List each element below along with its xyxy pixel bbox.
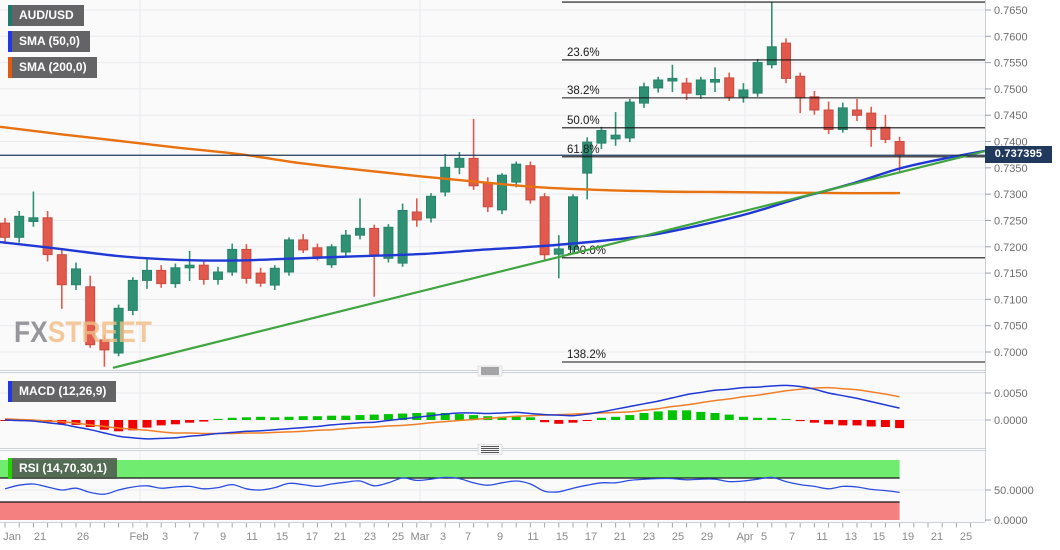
- symbol-label: AUD/USD: [19, 8, 74, 22]
- macd-pane-resize-handle[interactable]: [477, 365, 503, 377]
- rsi-label: RSI (14,70,30,1): [19, 461, 108, 475]
- macd-line: [4, 384, 900, 440]
- price-axis[interactable]: 0.7650 0.7600 0.7550 0.7500 0.7450 0.7400 0.73…: [985, 5, 1028, 359]
- svg-text:21: 21: [614, 531, 626, 543]
- svg-text:50.0000: 50.0000: [994, 485, 1034, 497]
- svg-text:11: 11: [527, 531, 538, 543]
- rsi-line: [4, 476, 900, 495]
- rsi-oversold-band: [0, 502, 900, 520]
- svg-text:3: 3: [440, 531, 446, 543]
- svg-text:17: 17: [585, 531, 597, 543]
- macd-signal-line: [4, 386, 900, 435]
- svg-text:11: 11: [816, 531, 827, 543]
- svg-text:0.7300: 0.7300: [994, 189, 1028, 201]
- svg-text:0.7550: 0.7550: [994, 58, 1028, 70]
- svg-text:38.2%: 38.2%: [567, 85, 600, 97]
- trendline[interactable]: [112, 148, 991, 369]
- sma200-label: SMA (200,0): [19, 60, 87, 74]
- sma50-accent-bar: [8, 31, 12, 52]
- rsi-indicator-chip[interactable]: RSI (14,70,30,1): [8, 458, 118, 479]
- svg-text:61.8%: 61.8%: [567, 144, 600, 156]
- svg-text:7: 7: [789, 531, 795, 543]
- svg-text:Feb: Feb: [130, 531, 149, 543]
- svg-text:23: 23: [364, 531, 376, 543]
- svg-text:0.7350: 0.7350: [994, 163, 1028, 175]
- legend-sma50-chip[interactable]: SMA (50,0): [8, 31, 90, 52]
- legend-symbol-chip[interactable]: AUD/USD: [8, 5, 84, 26]
- svg-text:7: 7: [465, 531, 471, 543]
- svg-text:21: 21: [931, 531, 943, 543]
- macd-axis[interactable]: 0.0050 0.0000: [985, 388, 1028, 427]
- macd-label: MACD (12,26,9): [19, 384, 107, 398]
- svg-text:Mar: Mar: [411, 531, 430, 543]
- svg-text:Apr: Apr: [736, 531, 753, 543]
- svg-text:0.0000: 0.0000: [994, 515, 1028, 527]
- svg-text:0.7150: 0.7150: [994, 268, 1028, 280]
- svg-text:19: 19: [902, 531, 914, 543]
- svg-text:15: 15: [873, 531, 885, 543]
- rsi-overbought-band: [0, 460, 900, 478]
- svg-text:13: 13: [845, 531, 857, 543]
- macd-accent-bar: [8, 381, 12, 402]
- svg-text:9: 9: [497, 531, 503, 543]
- legend-sma200-chip[interactable]: SMA (200,0): [8, 57, 97, 78]
- svg-text:0.7200: 0.7200: [994, 242, 1028, 254]
- svg-text:0.7000: 0.7000: [994, 347, 1028, 359]
- svg-text:Jan: Jan: [3, 531, 21, 543]
- svg-text:0.7050: 0.7050: [994, 321, 1028, 333]
- sma200-accent-bar: [8, 57, 12, 78]
- svg-text:0.7400: 0.7400: [994, 137, 1028, 149]
- watermark-fx: FX: [14, 316, 48, 349]
- svg-text:11: 11: [246, 531, 257, 543]
- rsi-accent-bar: [8, 458, 12, 479]
- svg-text:0.7600: 0.7600: [994, 31, 1028, 43]
- macd-pane-background: [0, 373, 985, 448]
- fxstreet-watermark: FXSTREET: [14, 317, 152, 349]
- rsi-axis[interactable]: 50.0000 0.0000: [985, 485, 1034, 527]
- sma-200-line: [0, 125, 901, 195]
- svg-text:5: 5: [761, 531, 767, 543]
- svg-text:7: 7: [193, 531, 199, 543]
- svg-text:0.7100: 0.7100: [994, 294, 1028, 306]
- svg-text:9: 9: [220, 531, 226, 543]
- svg-text:29: 29: [701, 531, 713, 543]
- svg-text:21: 21: [34, 531, 46, 543]
- svg-text:25: 25: [960, 531, 972, 543]
- svg-text:25: 25: [392, 531, 404, 543]
- svg-text:21: 21: [334, 531, 346, 543]
- time-axis[interactable]: Jan 21 26 Feb 3 7 9 11 15 17 21 23 25 Mar 3 7 9 11 15 17 21 2…: [3, 523, 972, 543]
- svg-text:3: 3: [162, 531, 168, 543]
- svg-text:0.0050: 0.0050: [994, 388, 1028, 400]
- svg-text:15: 15: [556, 531, 568, 543]
- svg-text:138.2%: 138.2%: [567, 349, 606, 361]
- watermark-street: STREET: [47, 316, 152, 349]
- sma50-label: SMA (50,0): [19, 34, 80, 48]
- svg-text:23: 23: [643, 531, 655, 543]
- macd-indicator-chip[interactable]: MACD (12,26,9): [8, 381, 117, 402]
- svg-text:50.0%: 50.0%: [567, 115, 600, 127]
- svg-text:0.7500: 0.7500: [994, 84, 1028, 96]
- svg-text:0.7250: 0.7250: [994, 215, 1028, 227]
- svg-text:17: 17: [306, 531, 318, 543]
- svg-text:25: 25: [672, 531, 684, 543]
- svg-text:23.6%: 23.6%: [567, 47, 600, 59]
- svg-text:0.7450: 0.7450: [994, 110, 1028, 122]
- symbol-accent-bar: [8, 5, 12, 26]
- svg-text:0.7650: 0.7650: [994, 5, 1028, 17]
- rsi-pane-resize-handle[interactable]: [477, 444, 503, 455]
- svg-text:26: 26: [77, 531, 89, 543]
- svg-text:15: 15: [276, 531, 288, 543]
- svg-text:0.0000: 0.0000: [994, 415, 1028, 427]
- current-price-badge: 0.737395: [985, 146, 1052, 163]
